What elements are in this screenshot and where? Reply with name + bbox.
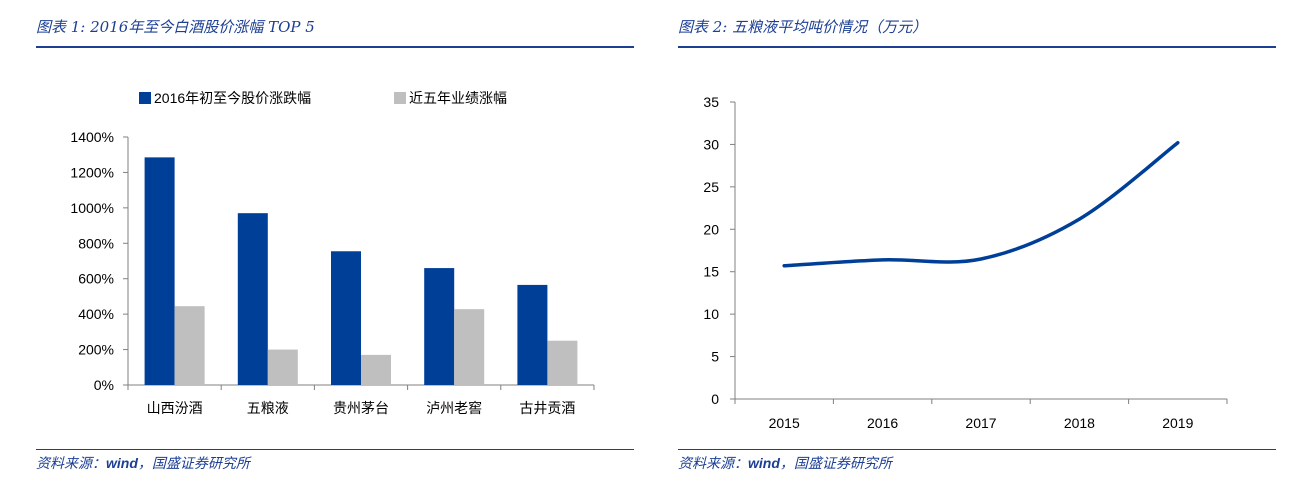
x-tick-label: 2016 [867,415,898,431]
legend-label-1: 2016年初至今股价涨跌幅 [154,90,311,106]
y-tick-label: 1400% [70,129,114,145]
source-suffix: ，国盛证券研究所 [779,456,892,472]
y-tick-label: 15 [703,264,719,280]
x-tick-label: 贵州茅台 [333,400,389,416]
x-tick-label: 2019 [1162,415,1193,431]
legend-label-2: 近五年业绩涨幅 [409,90,507,106]
bar-earnings [267,349,298,385]
bar-chart: 2016年初至今股价涨跌幅 近五年业绩涨幅 0% 200% 400% 600% 800% 10… [70,90,595,416]
y-tick-label: 1000% [70,200,114,216]
source-wind: wind [106,455,138,471]
price-per-ton-line [782,140,1180,268]
x-tick-label: 山西汾酒 [147,400,203,416]
figure-1-panel: 图表 1: 2016年至今白酒股价涨幅 TOP 5 2016年初至今股价涨跌幅 近… [36,0,634,489]
source-wind: wind [748,455,780,471]
y-tick-label: 20 [703,221,719,237]
figure-1-source: 资料来源：wind，国盛证券研究所 [36,453,250,473]
x-tick-label: 泸州老窖 [426,400,482,416]
figure-2-bottom-rule [678,449,1276,450]
line-chart: 0 5 10 15 20 25 30 35 2015 2016 2017 2018 2019 [703,94,1228,431]
y-tick-label: 0 [711,391,719,407]
source-suffix: ，国盛证券研究所 [137,456,250,472]
y-tick-label: 0% [94,377,114,393]
figure-1-top-rule [36,46,634,48]
bar-earnings [547,340,578,385]
figure-1-bottom-rule [36,449,634,450]
bar-price [424,268,455,385]
bar-earnings [174,306,205,385]
bar-earnings [454,309,485,385]
y-tick-label: 25 [703,179,719,195]
y-tick-label: 30 [703,136,719,152]
bar-price [144,157,175,385]
x-tick-label: 五粮液 [247,400,289,416]
y-tick-label: 35 [703,94,719,110]
x-tick-label: 2015 [769,415,800,431]
legend-swatch-1 [139,92,151,104]
y-tick-label: 400% [78,306,114,322]
bar-price [237,213,268,385]
bar-price [331,251,361,385]
y-tick-label: 200% [78,342,114,358]
figure-2-top-rule [678,46,1276,48]
x-tick-label: 古井贡酒 [519,400,575,416]
bar-price [517,284,548,385]
y-tick-label: 600% [78,271,114,287]
figure-2-panel: 图表 2: 五粮液平均吨价情况（万元） 0 5 10 15 20 25 30 35 2015 20… [678,0,1276,489]
x-tick-label: 2018 [1064,415,1095,431]
y-tick-label: 10 [703,306,719,322]
y-tick-label: 5 [711,349,719,365]
figure-1-title: 图表 1: 2016年至今白酒股价涨幅 TOP 5 [36,18,315,36]
bar-earnings [361,354,391,385]
source-prefix: 资料来源： [678,456,748,472]
y-tick-label: 800% [78,235,114,251]
source-prefix: 资料来源： [36,456,106,472]
legend-swatch-2 [394,92,406,104]
figure-2-title: 图表 2: 五粮液平均吨价情况（万元） [678,18,928,36]
x-tick-label: 2017 [965,415,996,431]
y-tick-label: 1200% [70,164,114,180]
figure-2-source: 资料来源：wind，国盛证券研究所 [678,453,892,473]
